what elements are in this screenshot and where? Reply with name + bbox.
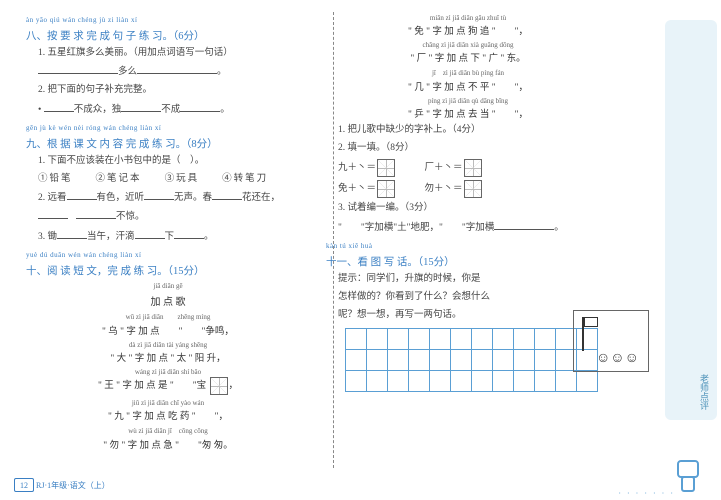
r-q2a: 九＋丶＝ 厂＋丶＝ <box>338 159 610 177</box>
q8-1-blank: 多么。 <box>38 64 310 80</box>
footer: 12RJ·1年级·语文（上） <box>14 478 110 492</box>
section8-pinyin: àn yāo qiú wán chéng jù zi liàn xí <box>26 16 310 24</box>
r-q2: 2. 填一填。（8分） <box>338 141 610 156</box>
q8-1: 1. 五星红旗多么美丽。（用加点词语写一句话） <box>38 46 310 61</box>
r-q2b: 免＋丶＝ 勿＋丶＝ <box>338 180 610 198</box>
q9-2b: 不惊。 <box>38 209 310 225</box>
hint2: 怎样做的？你看到了什么？会想什么 <box>338 290 528 305</box>
side-panel <box>665 20 717 420</box>
side-label: 老师点评 <box>698 374 711 410</box>
q9-2: 2. 远看有色，近听无声。春花还在， <box>38 190 310 206</box>
section10-pinyin: yuè dú duǎn wén wán chéng liàn xí <box>26 251 310 259</box>
right-column: miǎn zì jiā diǎn gǎu zhuī tù " 免 " 字 加 点… <box>318 10 618 480</box>
hint1: 提示：同学们，升旗的时候，你是 <box>338 272 528 287</box>
poem-title: 加 点 歌 <box>26 293 310 308</box>
r-q3: 3. 试着编一编。（3分） <box>338 201 610 216</box>
section11-pinyin: kàn tú xiě huà <box>326 242 610 250</box>
page-number: 12 <box>14 478 34 492</box>
section10-title: 十、阅 读 短 文，完 成 练 习。（15分） <box>26 263 310 278</box>
q9-1: 1. 下面不应该装在小书包中的是（ ）。 <box>38 154 310 169</box>
r-q1: 1. 把儿歌中缺少的字补上。（4分） <box>338 123 610 138</box>
q9-1-opts: ①铅笔 ②笔记本 ③玩具 ④转笔刀 <box>38 172 310 187</box>
q8-2-line: • 不成众，独不成。 <box>38 102 310 118</box>
left-column: àn yāo qiú wán chéng jù zi liàn xí 八、按 要… <box>18 10 318 480</box>
robot-icon <box>673 460 699 492</box>
section9-title: 九、根 据 课 文 内 容 完 成 练 习。（8分） <box>26 136 310 151</box>
section9-pinyin: gēn jù kè wén nèi róng wán chéng liàn xí <box>26 124 310 132</box>
r-q3a: " "字加横"土"地肥，" "字加横。 <box>338 220 610 236</box>
flag-illustration: ☺☺☺ <box>573 310 649 372</box>
dots-deco: · · · · · · · <box>618 489 675 498</box>
section11-title: 十一、看 图 写 话。（15分） <box>326 254 610 269</box>
hint3: 呢？想一想，再写一两句话。 <box>338 308 528 323</box>
q8-2: 2. 把下面的句子补充完整。 <box>38 83 310 98</box>
q9-3: 3. 锄当午，汗滴下。 <box>38 229 310 245</box>
section8-title: 八、按 要 求 完 成 句 子 练 习。（6分） <box>26 28 310 43</box>
poem-title-pin: jiā diǎn gē <box>26 282 310 290</box>
writing-grid <box>346 329 610 392</box>
